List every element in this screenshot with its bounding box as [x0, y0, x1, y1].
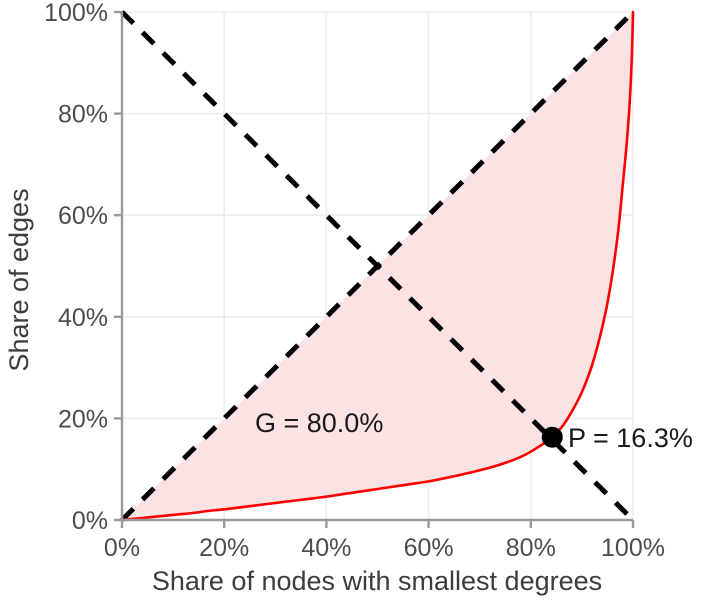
y-axis-title: Share of edges: [4, 188, 34, 371]
lorenz-curve-line: [120, 10, 635, 522]
y-tick-label-100: 100%: [44, 0, 108, 27]
y-tick-label-40: 40%: [58, 304, 108, 332]
anti-diagonal-line: [120, 10, 635, 522]
y-tick-label-80: 80%: [58, 101, 108, 129]
x-tick-label-60: 60%: [404, 534, 454, 562]
y-tick-label-20: 20%: [58, 405, 108, 433]
y-axis-ticks: [114, 10, 122, 522]
x-tick-label-20: 20%: [199, 534, 249, 562]
y-tick-label-60: 60%: [58, 202, 108, 230]
x-axis-ticks: [120, 520, 635, 528]
x-tick-label-40: 40%: [301, 534, 351, 562]
gini-annotation-label: G = 80.0%: [255, 408, 383, 438]
y-axis-tick-labels: 100% 80% 60% 40% 20% 0%: [44, 0, 108, 535]
p-annotation-label: P = 16.3%: [568, 423, 693, 453]
x-tick-label-0: 0%: [104, 534, 140, 562]
y-tick-label-0: 0%: [72, 507, 108, 535]
x-axis-title: Share of nodes with smallest degrees: [152, 566, 602, 596]
x-tick-label-80: 80%: [506, 534, 556, 562]
p-point-marker: [541, 426, 563, 448]
x-tick-label-100: 100%: [601, 534, 665, 562]
x-axis-tick-labels: 0% 20% 40% 60% 80% 100%: [104, 534, 665, 562]
